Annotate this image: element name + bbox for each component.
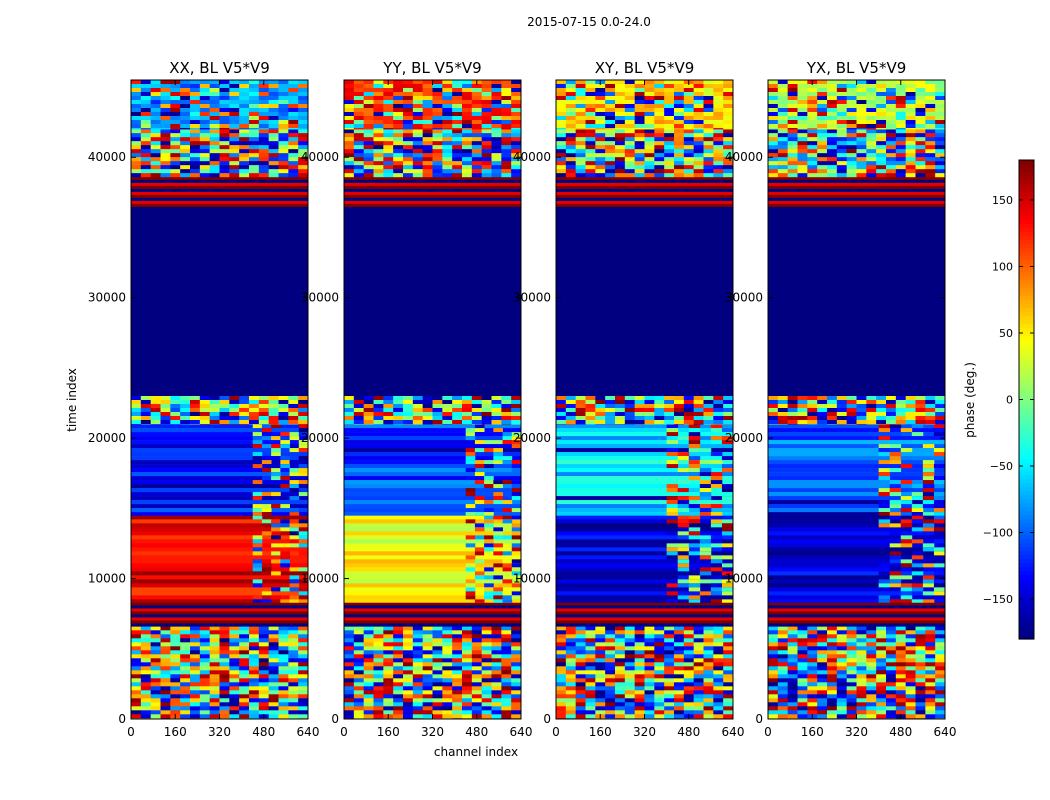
- x-tick-label: 320: [208, 725, 231, 739]
- y-tick-label: 40000: [88, 150, 126, 164]
- panel-4: YX, BL V5*V9 0 160 320 480 640 0 10000 20000 3000…: [725, 59, 957, 739]
- heatmap-image: [768, 80, 946, 720]
- y-tick-label: 20000: [725, 431, 763, 445]
- x-tick-label: 160: [589, 725, 612, 739]
- y-tick-label: 40000: [301, 150, 339, 164]
- y-tick-label: 10000: [513, 572, 551, 586]
- heatmap-image: [344, 80, 522, 720]
- y-tick-label: 30000: [88, 291, 126, 305]
- x-tick-label: 480: [252, 725, 275, 739]
- colorbar-label: phase (deg.): [963, 362, 977, 438]
- y-tick-label: 30000: [513, 291, 551, 305]
- x-tick-label: 160: [164, 725, 187, 739]
- y-tick-label: 10000: [301, 572, 339, 586]
- x-tick-label: 320: [421, 725, 444, 739]
- x-tick-label: 640: [934, 725, 957, 739]
- x-tick-label: 480: [465, 725, 488, 739]
- y-tick-label: 0: [118, 712, 126, 726]
- x-tick-label: 160: [801, 725, 824, 739]
- panel-1: XX, BL V5*V9 0 160 320 480 640 0 10000 20000 3000…: [88, 59, 320, 739]
- y-tick-label: 10000: [88, 572, 126, 586]
- flat-region: [556, 207, 733, 396]
- x-tick-label: 320: [845, 725, 868, 739]
- panel-title: YX, BL V5*V9: [806, 59, 907, 77]
- y-tick-label: 20000: [301, 431, 339, 445]
- y-tick-label: 10000: [725, 572, 763, 586]
- panel-title: XY, BL V5*V9: [595, 59, 695, 77]
- panel-title: YY, BL V5*V9: [382, 59, 481, 77]
- panel-2: YY, BL V5*V9 0 160 320 480 640 0 10000 20000 3000…: [301, 59, 533, 739]
- x-tick-label: 640: [297, 725, 320, 739]
- flat-region: [344, 207, 521, 396]
- x-tick-label: 640: [510, 725, 533, 739]
- y-tick-label: 40000: [725, 150, 763, 164]
- y-tick-label: 0: [543, 712, 551, 726]
- colorbar-tick-label: 0: [1006, 394, 1013, 407]
- y-tick-label: 20000: [88, 431, 126, 445]
- colorbar-tick-label: 150: [992, 194, 1013, 207]
- x-tick-label: 640: [722, 725, 745, 739]
- x-tick-label: 0: [340, 725, 348, 739]
- colorbar-tick-label: 100: [992, 260, 1013, 273]
- x-tick-label: 0: [552, 725, 560, 739]
- y-tick-label: 30000: [301, 291, 339, 305]
- y-tick-label: 30000: [725, 291, 763, 305]
- x-tick-label: 480: [889, 725, 912, 739]
- x-tick-label: 480: [677, 725, 700, 739]
- x-axis-label: channel index: [434, 745, 518, 759]
- x-tick-label: 0: [764, 725, 772, 739]
- y-tick-label: 20000: [513, 431, 551, 445]
- panel-title: XX, BL V5*V9: [169, 59, 270, 77]
- y-axis-label: time index: [65, 368, 79, 432]
- y-tick-label: 40000: [513, 150, 551, 164]
- colorbar-tick-label: −100: [983, 527, 1013, 540]
- panels-group: XX, BL V5*V9 0 160 320 480 640 0 10000 20000 3000…: [88, 59, 957, 739]
- colorbar-tick-label: 50: [999, 327, 1013, 340]
- x-tick-label: 0: [127, 725, 135, 739]
- colorbar-tick-label: −150: [983, 593, 1013, 606]
- x-tick-label: 160: [377, 725, 400, 739]
- colorbar-tick-label: −50: [990, 460, 1013, 473]
- flat-region: [131, 207, 308, 396]
- colorbar: 150 100 50 0 −50 −100 −150: [983, 159, 1035, 640]
- figure-suptitle: 2015-07-15 0.0-24.0: [527, 15, 651, 29]
- flat-region: [768, 207, 945, 396]
- x-tick-label: 320: [633, 725, 656, 739]
- panel-3: XY, BL V5*V9 0 160 320 480 640 0 10000 20000 3000…: [513, 59, 745, 739]
- y-tick-label: 0: [331, 712, 339, 726]
- y-tick-label: 0: [755, 712, 763, 726]
- heatmap-image: [556, 80, 734, 720]
- heatmap-image: [131, 80, 309, 720]
